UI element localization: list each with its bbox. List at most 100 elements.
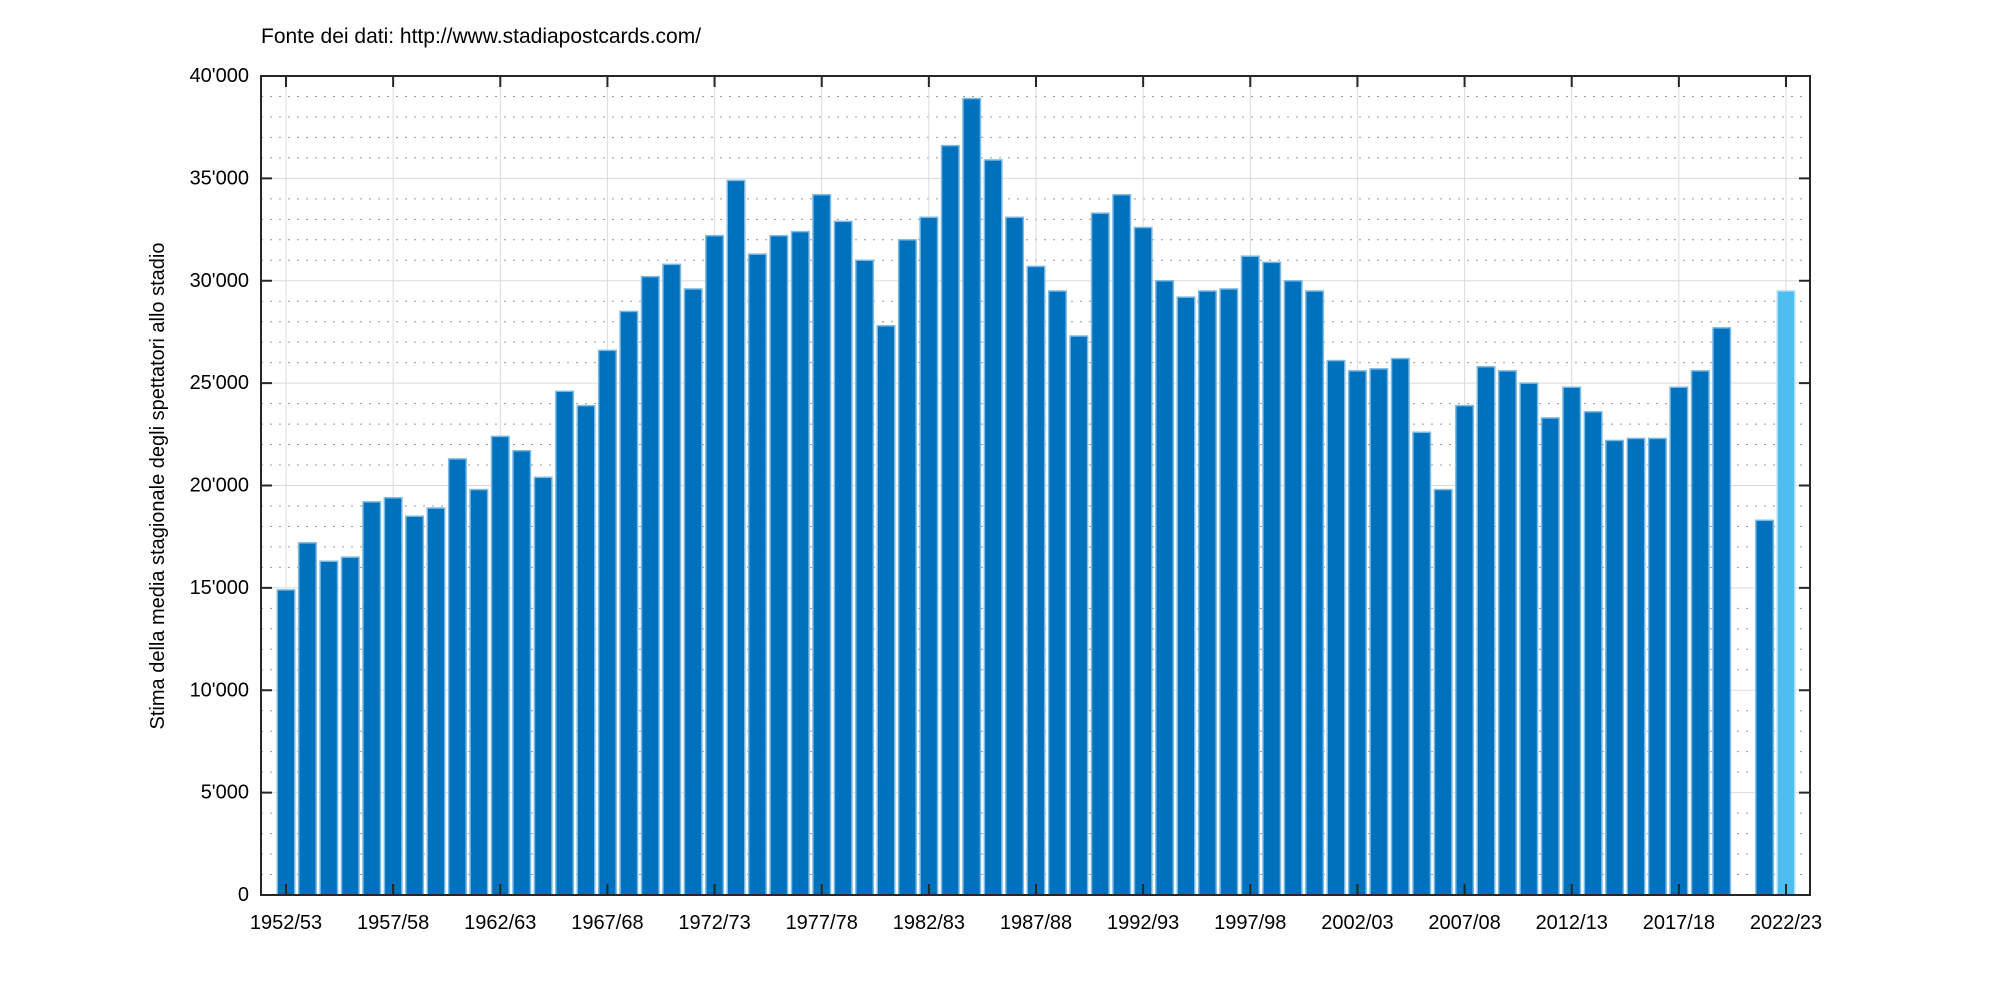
bar	[340, 556, 360, 896]
bar	[447, 458, 467, 896]
bar	[1240, 255, 1260, 896]
bar	[962, 97, 982, 896]
bar	[1219, 288, 1239, 896]
bar	[576, 404, 596, 896]
x-tick-label: 2007/08	[1428, 912, 1500, 934]
bar	[1562, 386, 1582, 896]
x-tick-label: 1987/88	[1000, 912, 1072, 934]
bar	[1605, 439, 1625, 896]
x-tick-label: 1992/93	[1107, 912, 1179, 934]
bar	[619, 310, 639, 896]
bar	[276, 589, 296, 896]
x-tick-label: 1952/53	[250, 912, 322, 934]
bar	[297, 542, 317, 896]
y-tick-label: 15'000	[190, 577, 249, 599]
bar	[683, 288, 703, 896]
bar-highlighted	[1776, 290, 1796, 896]
x-tick-label: 2022/23	[1750, 912, 1822, 934]
bar	[1347, 370, 1367, 896]
bar	[1497, 370, 1517, 896]
bar	[362, 501, 382, 896]
bar	[705, 234, 725, 896]
y-tick-label: 35'000	[190, 167, 249, 189]
bar	[1026, 265, 1046, 896]
bar	[1069, 335, 1089, 896]
bar	[919, 216, 939, 896]
bar	[1112, 194, 1132, 896]
y-tick-label: 0	[238, 884, 249, 906]
bar	[426, 507, 446, 896]
bar	[405, 515, 425, 896]
bar	[855, 259, 875, 896]
bar	[1305, 290, 1325, 896]
bar	[983, 159, 1003, 896]
bar	[662, 263, 682, 896]
bar	[512, 449, 532, 896]
bar	[469, 488, 489, 896]
bar	[1669, 386, 1689, 896]
bar	[1712, 327, 1732, 896]
axes-layer	[260, 75, 1811, 896]
y-tick-label: 40'000	[190, 65, 249, 87]
x-tick-label: 2002/03	[1321, 912, 1393, 934]
chart-title: Fonte dei dati: http://www.stadiapostcar…	[261, 25, 701, 48]
bar	[726, 179, 746, 896]
bar	[1390, 357, 1410, 896]
bar	[812, 194, 832, 896]
bar	[1583, 411, 1603, 896]
x-tick-label: 1972/73	[678, 912, 750, 934]
bar	[747, 253, 767, 896]
bar	[1647, 437, 1667, 896]
bar	[1755, 519, 1775, 896]
x-tick-label: 1957/58	[357, 912, 429, 934]
bar	[1540, 417, 1560, 896]
x-tick-label: 1982/83	[893, 912, 965, 934]
bar	[1005, 216, 1025, 896]
y-tick-label: 20'000	[190, 475, 249, 497]
y-tick-label: 25'000	[190, 372, 249, 394]
bar	[1133, 226, 1153, 896]
x-tick-label: 2017/18	[1643, 912, 1715, 934]
bar	[640, 275, 660, 896]
bar	[490, 435, 510, 896]
bar	[1155, 280, 1175, 896]
bar	[1412, 431, 1432, 896]
bar	[1626, 437, 1646, 896]
bar	[555, 390, 575, 896]
x-tick-label: 1962/63	[464, 912, 536, 934]
y-tick-label: 10'000	[190, 679, 249, 701]
bar	[1262, 261, 1282, 896]
bar	[319, 560, 339, 896]
bar	[1326, 359, 1346, 896]
bar	[597, 349, 617, 896]
bars-layer	[276, 97, 1796, 896]
bar	[940, 144, 960, 896]
x-tick-label: 1977/78	[786, 912, 858, 934]
x-tick-label: 2012/13	[1536, 912, 1608, 934]
bar	[1047, 290, 1067, 896]
bar	[1476, 365, 1496, 896]
bar	[1455, 404, 1475, 896]
y-tick-label: 30'000	[190, 270, 249, 292]
x-tick-label: 1997/98	[1214, 912, 1286, 934]
bar	[1433, 488, 1453, 896]
bar	[1090, 212, 1110, 896]
bar	[1690, 370, 1710, 896]
x-tick-label: 1967/68	[571, 912, 643, 934]
bar	[533, 476, 553, 896]
bar	[833, 220, 853, 896]
y-axis-label: Stima della media stagionale degli spett…	[147, 243, 169, 730]
tick-label-layer: 0 5'000 10'000 15'000 20'000 25'000 30'000 35'0…	[190, 65, 1823, 934]
y-tick-label: 5'000	[201, 782, 249, 804]
bar	[876, 325, 896, 896]
bar	[790, 230, 810, 896]
bar	[769, 234, 789, 896]
bar	[1197, 290, 1217, 896]
bar	[1519, 382, 1539, 896]
bar	[1369, 368, 1389, 896]
bar	[1176, 296, 1196, 896]
bar	[383, 497, 403, 896]
bar	[897, 239, 917, 896]
